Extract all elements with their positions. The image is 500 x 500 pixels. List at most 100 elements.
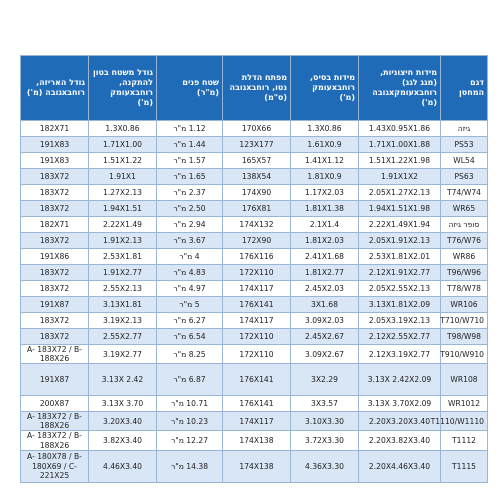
table-cell: 2.20X3.20X3.40 [358,411,441,432]
table-cell: 2.20X4.46X3.40 [358,449,441,483]
table-cell: 1.91X1 [88,168,157,185]
table-cell: 3.82X3.40 [88,430,157,451]
model-cell: WL54 [440,152,488,169]
table-row: WR106 3.13X1.81X2.09 3X1.68 176X141 5 מ"ר 3.1… [20,296,488,313]
table-row: T710/W710 2.05X3.19X2.13 3.09X2.03 174X117 6… [20,312,488,329]
table-cell: 174X132 [222,216,291,233]
table-cell: 1.3X0.86 [88,120,157,137]
table-cell: 1.81X2.03 [290,232,359,249]
table-cell: 183X72 [20,168,89,185]
table-cell: 123X177 [222,136,291,153]
table-cell: 174X117 [222,280,291,297]
table-cell: 2.20X3.82X3.40 [358,430,441,451]
table-row: T96/W96 2.12X1.91X2.77 1.81X2.77 172X110 4.8… [20,264,488,281]
table-cell: 3.10X3.30 [290,411,359,432]
table-cell: 191X87 [20,296,89,313]
model-cell: T74/W74 [440,184,488,201]
model-cell: WR108 [440,363,488,397]
table-cell: 1.61X0.9 [290,136,359,153]
table-cell: 1.51X1.22 [88,152,157,169]
table-cell: 3.13X 2.42 [88,363,157,397]
table-cell: 172X110 [222,264,291,281]
table-row: T74/W74 2.05X1.27X2.13 1.17X2.03 174X90 2.37… [20,184,488,201]
model-cell: T910/W910 [440,343,488,365]
table-cell: 2.05X2.55X2.13 [358,280,441,297]
table-cell: A- 180X78 / B-180X69 / C- 221X25 [20,449,89,483]
model-cell: T1115 [440,449,488,483]
table-cell: 3.13X 3.70 [88,395,157,413]
table-cell: 3.19X2.77 [88,343,157,365]
table-cell: A- 183X72 / B- 188X26 [20,430,89,451]
table-cell: 3.13X1.81 [88,296,157,313]
table-row: T78/W78 2.05X2.55X2.13 2.45X2.03 174X117 4.9… [20,280,488,297]
table-cell: 2.12X1.91X2.77 [358,264,441,281]
table-cell: 2.05X1.27X2.13 [358,184,441,201]
table-cell: 172X90 [222,232,291,249]
model-cell: סופר גיזה [440,216,488,233]
table-row: T1115 2.20X4.46X3.40 4.36X3.30 174X138 14.38… [20,449,488,483]
header-cell: גודל האריזה, רוחבxגובה (מ') [20,55,89,121]
header-cell: דגם המחסן [440,55,488,121]
table-cell: 176X81 [222,200,291,217]
table-cell: 14.38 מ"ר [156,449,223,483]
table-cell: 2.05X3.19X2.13 [358,312,441,329]
table-cell: 2.05X1.91X2.13 [358,232,441,249]
header-cell: מפתח הדלת נטו, רוחבxגובה (ס"מ) [222,55,291,121]
table-row: T1112 2.20X3.82X3.40 3.72X3.30 174X138 12.27… [20,430,488,451]
header-row: דגם המחסן מידות חיצוניות, (מגג לגג) רוחבx… [20,55,488,121]
table-cell: 1.57 מ"ר [156,152,223,169]
table-row: WR108 3.13X 2.42X2.09 3X2.29 176X141 6.87 מ"… [20,363,488,397]
table-cell: 174X90 [222,184,291,201]
table-cell: 1.65 מ"ר [156,168,223,185]
header-cell: מידות בסיס, רוחבxעומק (מ') [290,55,359,121]
table-cell: 1.91X2.13 [88,232,157,249]
table-cell: 172X110 [222,343,291,365]
table-row: סופר גיזה 2.22X1.49X1.94 2.1X1.4 174X132 2.9… [20,216,488,233]
table-row: גיזה 1.43X0.95X1.86 1.3X0.86 170X66 1.12 מ"ר… [20,120,488,137]
model-cell: WR1012 [440,395,488,413]
table-cell: 138X54 [222,168,291,185]
table-cell: 1.94X1.51 [88,200,157,217]
table-cell: 165X57 [222,152,291,169]
table-cell: 1.81X2.77 [290,264,359,281]
table-cell: 1.91X2.77 [88,264,157,281]
table-cell: 2.53X1.81 [88,248,157,265]
table-cell: 170X66 [222,120,291,137]
table-cell: 3.13X 3.70X2.09 [358,395,441,413]
table-cell: 2.37 מ"ר [156,184,223,201]
table-row: T76/W76 2.05X1.91X2.13 1.81X2.03 172X90 3.67… [20,232,488,249]
table-cell: 191X86 [20,248,89,265]
table-cell: 191X83 [20,152,89,169]
table-cell: 2.45X2.67 [290,328,359,345]
table-cell: 183X72 [20,328,89,345]
table-cell: 176X141 [222,363,291,397]
table: דגם המחסן מידות חיצוניות, (מגג לגג) רוחבx… [20,55,488,483]
table-cell: 174X138 [222,449,291,483]
table-cell: 1.71X1.00 [88,136,157,153]
table-cell: 183X72 [20,280,89,297]
table-cell: 4.46X3.40 [88,449,157,483]
table-cell: 176X141 [222,296,291,313]
table-cell: A- 183X72 / B-188X26 [20,411,89,432]
table-cell: 3.67 מ"ר [156,232,223,249]
table-cell: 3.13X1.81X2.09 [358,296,441,313]
table-cell: 174X138 [222,430,291,451]
table-cell: 183X72 [20,232,89,249]
table-cell: 1.51X1.22X1.98 [358,152,441,169]
table-cell: 191X87 [20,363,89,397]
table-row: T910/W910 2.12X3.19X2.77 3.09X2.67 172X110 8… [20,343,488,365]
table-body: גיזה 1.43X0.95X1.86 1.3X0.86 170X66 1.12 מ"ר… [20,120,488,483]
table-cell: 2.41X1.68 [290,248,359,265]
table-cell: 183X72 [20,200,89,217]
table-cell: 3.09X2.03 [290,312,359,329]
table-cell: 6.54 מ"ר [156,328,223,345]
model-cell: WR106 [440,296,488,313]
table-cell: 3.20X3.40 [88,411,157,432]
table-row: WL54 1.51X1.22X1.98 1.41X1.12 165X57 1.57 מ"… [20,152,488,169]
model-cell: WR65 [440,200,488,217]
table-cell: 4.97 מ"ר [156,280,223,297]
table-cell: 1.3X0.86 [290,120,359,137]
table-cell: 2.22X1.49X1.94 [358,216,441,233]
table-cell: 1.41X1.12 [290,152,359,169]
table-cell: 1.27X2.13 [88,184,157,201]
